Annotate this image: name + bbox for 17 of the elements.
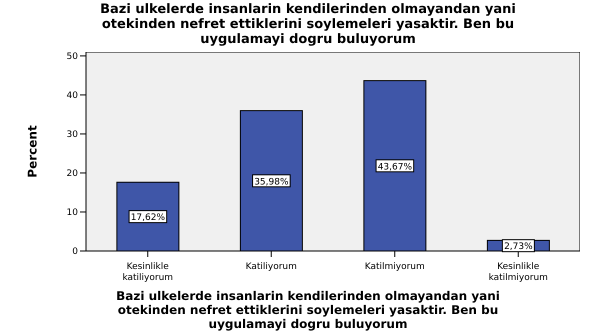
y-tick-label: 10 [66,208,78,218]
y-tick-label: 30 [66,130,78,140]
data-label: 17,62% [130,213,166,224]
y-axis-title: Percent [25,125,40,178]
data-label: 35,98% [254,177,289,188]
y-tick-label: 50 [66,52,78,62]
x-axis-title: Bazi ulkelerde insanlarin kendilerinden olmayandan yani otekinden nefret ettiklerini soylemeleri yasaktir. Ben bu uygulamayi dogru buluyorum [115,289,501,331]
x-tick-label: Kesinlikle katilmiyorum [488,262,548,283]
x-tick-label: Kesinlikle katiliyorum [122,262,174,283]
chart-title: Bazi ulkelerde insanlarin kendilerinden olmayandan yani otekinden nefret ettiklerini soylemeleri yasaktir. Ben bu uygulamayi dogru buluyorum [99,1,517,47]
y-tick-label: 20 [66,169,78,180]
y-tick-label: 40 [66,91,78,102]
x-tick-label: Katiliyorum [246,262,297,272]
y-tick-label: 0 [72,247,78,258]
data-label: 43,67% [378,162,412,172]
data-label: 2,73% [504,242,534,252]
x-tick-label: Katilmiyorum [364,262,425,272]
